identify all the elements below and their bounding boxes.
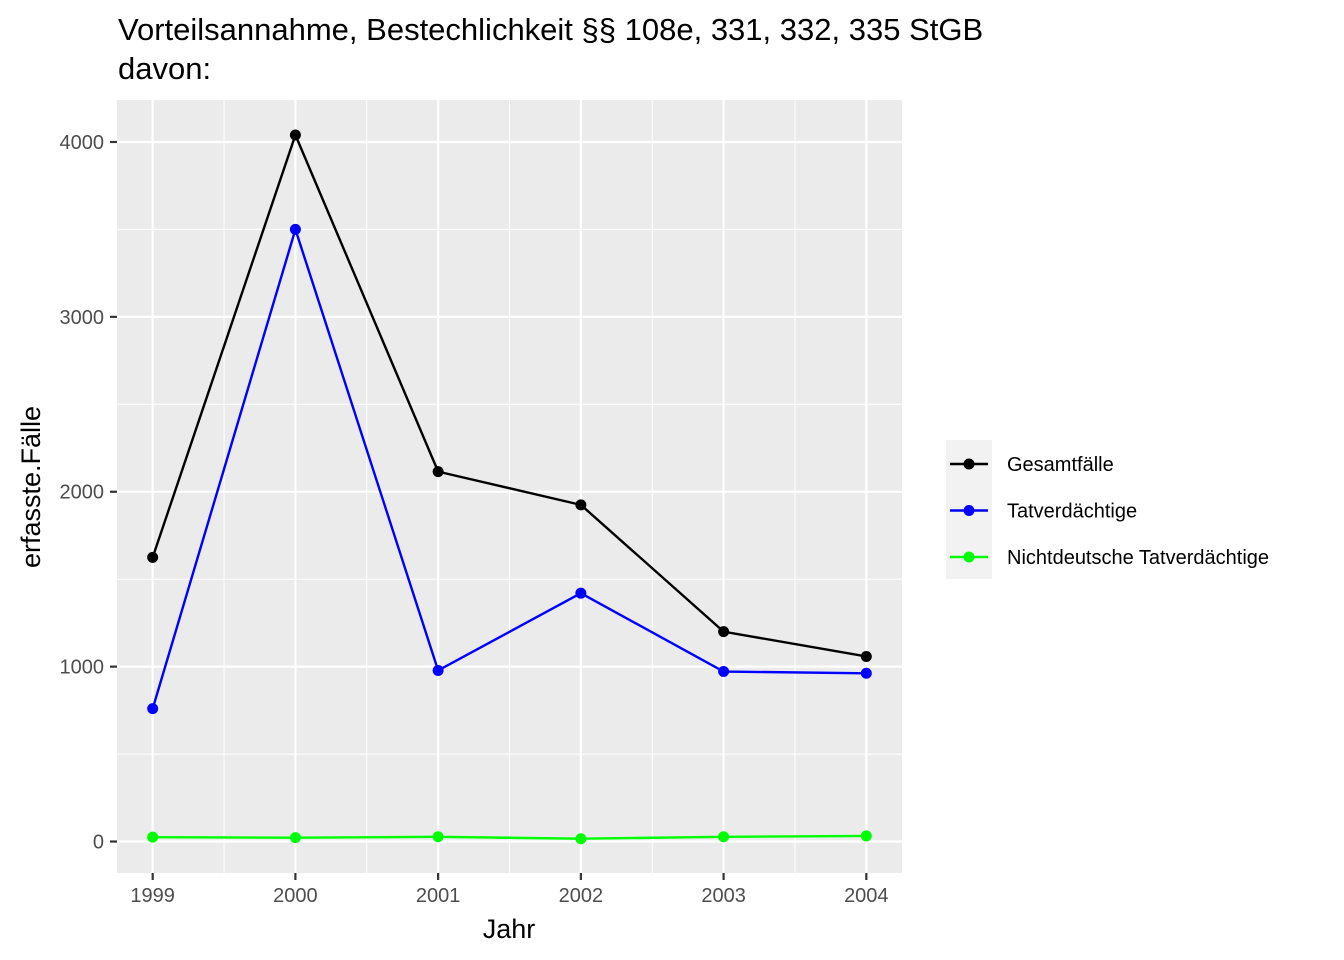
legend-label: Gesamtfälle	[1007, 454, 1114, 476]
data-point	[860, 650, 872, 662]
x-tick-label: 2000	[273, 885, 318, 907]
data-point	[718, 626, 730, 638]
y-tick-label: 0	[93, 832, 104, 854]
x-tick-label: 2004	[844, 885, 889, 907]
data-point	[432, 831, 444, 843]
data-point	[147, 831, 159, 843]
legend-key-point	[963, 505, 975, 516]
y-tick-label: 3000	[60, 307, 105, 329]
series-lines	[151, 133, 867, 840]
chart-subtitle: davon:	[118, 51, 211, 86]
grid-major	[117, 100, 902, 873]
data-point	[575, 587, 587, 599]
legend-key-point	[963, 551, 975, 563]
series-line-1	[151, 228, 867, 709]
series-line-0	[151, 133, 867, 658]
x-axis-title: Jahr	[483, 914, 536, 944]
data-point	[147, 703, 159, 715]
data-point	[860, 667, 872, 679]
y-tick-label: 4000	[60, 132, 105, 154]
y-axis-title: erfasste.Fälle	[16, 406, 46, 568]
legend: Gesamtfälle Tatverdächtige Nichtdeutsche T…	[946, 440, 1269, 579]
data-point	[575, 833, 587, 845]
data-point	[147, 551, 159, 563]
series-line-2	[152, 834, 867, 840]
data-point	[718, 666, 730, 678]
data-point	[289, 832, 301, 844]
x-tick-label: 1999	[130, 885, 175, 907]
series-points	[147, 129, 872, 845]
grid-minor	[117, 100, 902, 873]
x-tick-label: 2003	[701, 885, 746, 907]
legend-label: Nichtdeutsche Tatverdächtige	[1007, 547, 1269, 569]
x-tick-label: 2001	[416, 885, 461, 907]
chart-title: Vorteilsannahme, Bestechlichkeit §§ 108e…	[118, 12, 983, 47]
data-point	[432, 664, 444, 676]
data-point	[289, 223, 301, 235]
legend-key-point	[963, 458, 975, 470]
data-point	[432, 466, 444, 478]
data-point	[575, 499, 587, 511]
y-tick-label: 2000	[60, 482, 105, 504]
axis-ticks	[110, 140, 868, 880]
legend-label: Tatverdächtige	[1007, 501, 1137, 523]
y-tick-labels: 0 1000 2000 3000 4000	[60, 132, 105, 854]
data-point	[289, 129, 301, 141]
data-point	[860, 830, 872, 842]
x-tick-labels: 1999 2000 2001 2002 2003 2004	[130, 885, 888, 907]
y-tick-label: 1000	[60, 657, 105, 679]
x-tick-label: 2002	[559, 885, 604, 907]
data-point	[718, 831, 730, 843]
